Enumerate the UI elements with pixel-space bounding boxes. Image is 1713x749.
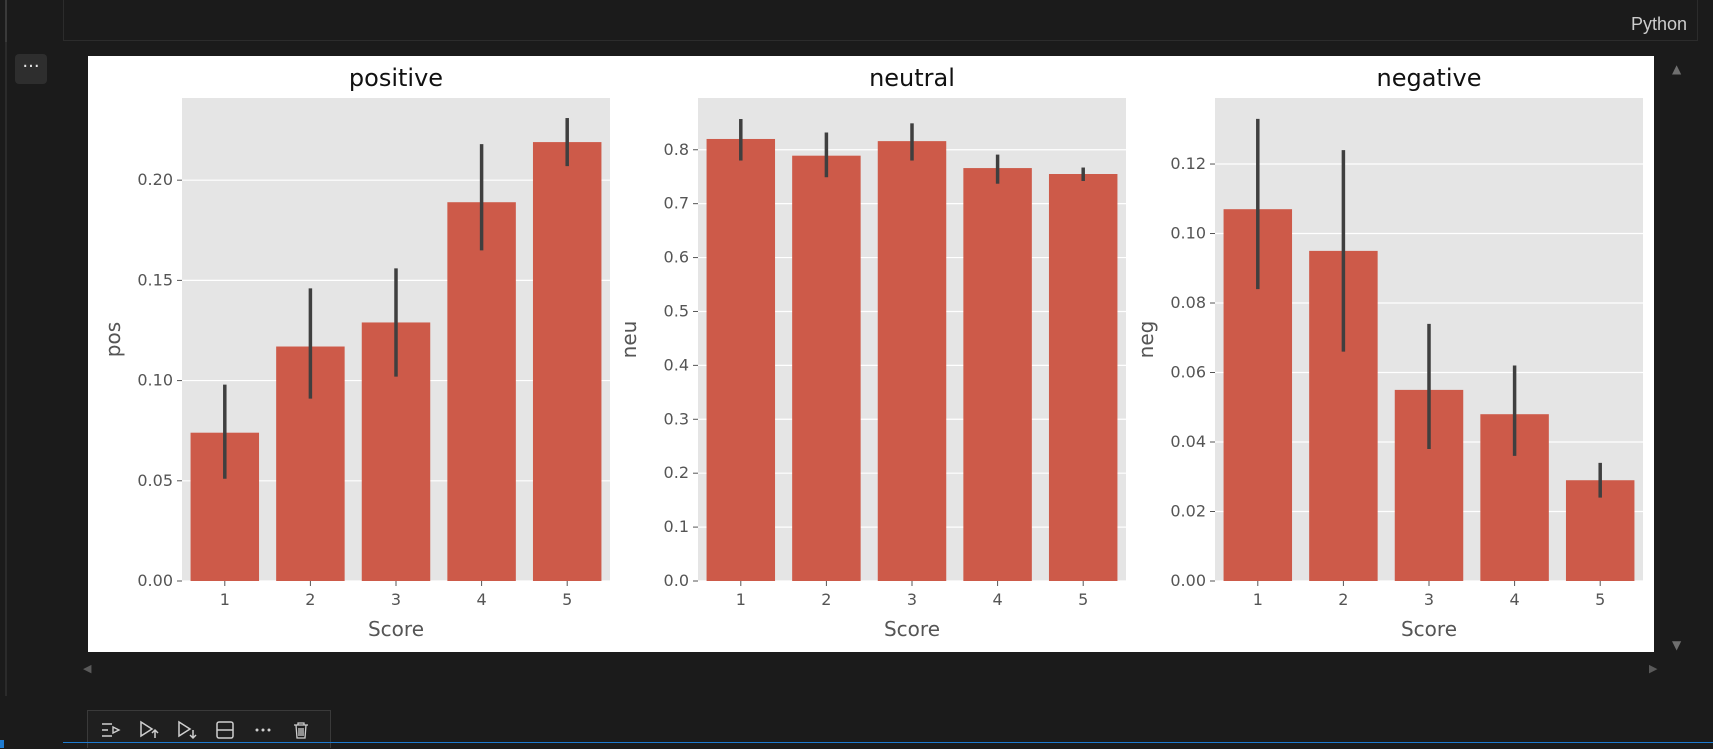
x-tick-label: 5 bbox=[1078, 590, 1088, 609]
x-tick-label: 2 bbox=[305, 590, 315, 609]
y-tick-label: 0.2 bbox=[664, 463, 689, 482]
y-axis-label: neu bbox=[617, 321, 641, 359]
run-by-line-button[interactable] bbox=[94, 715, 128, 745]
chart-figure: 0.000.050.100.150.201 2 3 4 5positiveScorepo… bbox=[101, 64, 1643, 641]
x-axis-label: Score bbox=[884, 617, 940, 641]
bar bbox=[963, 168, 1032, 581]
more-actions-icon bbox=[255, 728, 271, 731]
next-cell-focus-border[interactable] bbox=[63, 742, 1713, 749]
bar bbox=[877, 141, 947, 581]
x-tick-label: 1 bbox=[1253, 590, 1263, 609]
x-tick-label: 4 bbox=[993, 590, 1003, 609]
x-axis-label: Score bbox=[368, 617, 424, 641]
cell-toolbar bbox=[87, 710, 331, 748]
y-tick-label: 0.3 bbox=[664, 409, 689, 428]
y-tick-label: 0.10 bbox=[1170, 224, 1206, 243]
execute-below-icon bbox=[178, 720, 197, 739]
bar bbox=[792, 155, 861, 581]
y-tick-label: 0.7 bbox=[664, 194, 689, 213]
x-tick-label: 3 bbox=[907, 590, 917, 609]
cell-gutter bbox=[5, 0, 7, 696]
scroll-down-arrow-icon[interactable]: ▼ bbox=[1672, 638, 1682, 652]
bar bbox=[532, 142, 602, 581]
y-tick-label: 0.1 bbox=[664, 517, 689, 536]
chart-title: negative bbox=[1377, 64, 1482, 92]
scroll-left-arrow-icon[interactable]: ◀ bbox=[83, 662, 92, 675]
y-tick-label: 0.02 bbox=[1170, 502, 1206, 521]
y-tick-label: 0.04 bbox=[1170, 432, 1206, 451]
y-axis-label: pos bbox=[101, 322, 125, 357]
execute-below-button[interactable] bbox=[170, 715, 204, 745]
x-tick-label: 2 bbox=[1338, 590, 1348, 609]
x-tick-label: 3 bbox=[1424, 590, 1434, 609]
split-cell-icon bbox=[216, 720, 234, 739]
y-tick-label: 0.10 bbox=[137, 371, 173, 390]
cell-language-label[interactable]: Python bbox=[1630, 14, 1687, 34]
y-tick-label: 0.00 bbox=[137, 571, 173, 590]
bar bbox=[447, 202, 516, 582]
y-tick-label: 0.08 bbox=[1170, 293, 1206, 312]
y-tick-label: 0.5 bbox=[664, 301, 689, 320]
y-tick-label: 0.6 bbox=[664, 248, 689, 267]
cell-gutter-active bbox=[5, 0, 7, 42]
y-tick-label: 0.15 bbox=[137, 270, 173, 289]
execute-above-icon bbox=[140, 720, 159, 738]
chart-title: positive bbox=[349, 64, 443, 92]
cell-output-figure: 0.00 0.05 0.10 0.15 0.20 1 2 3 4 5 positive Score po… bbox=[88, 56, 1654, 652]
x-axis-label: Score bbox=[1401, 617, 1457, 641]
x-tick-label: 2 bbox=[821, 590, 831, 609]
x-tick-label: 1 bbox=[736, 590, 746, 609]
next-cell-focus-indicator bbox=[0, 740, 4, 748]
x-tick-label: 1 bbox=[220, 590, 230, 609]
y-tick-label: 0.00 bbox=[1170, 571, 1206, 590]
more-actions-button[interactable] bbox=[246, 715, 280, 745]
x-tick-label: 5 bbox=[562, 590, 572, 609]
chart-title: neutral bbox=[869, 64, 955, 92]
x-tick-label: 3 bbox=[391, 590, 401, 609]
y-tick-label: 0.4 bbox=[664, 355, 689, 374]
code-cell-editor[interactable]: Python bbox=[63, 0, 1698, 41]
y-tick-label: 0.20 bbox=[137, 170, 173, 189]
x-tick-label: 4 bbox=[1510, 590, 1520, 609]
y-axis-label: neg bbox=[1134, 321, 1158, 359]
x-tick-label: 5 bbox=[1595, 590, 1605, 609]
y-tick-label: 0.0 bbox=[664, 571, 689, 590]
y-tick-label: 0.06 bbox=[1170, 363, 1206, 382]
run-by-line-icon bbox=[102, 722, 121, 737]
scroll-up-arrow-icon[interactable]: ▲ bbox=[1672, 62, 1682, 76]
y-tick-label: 0.05 bbox=[137, 471, 173, 490]
y-tick-label: 0.8 bbox=[664, 140, 689, 159]
x-tick-label: 4 bbox=[477, 590, 487, 609]
bar bbox=[1048, 174, 1118, 581]
bar bbox=[706, 138, 776, 581]
y-tick-label: 0.12 bbox=[1170, 154, 1206, 173]
execute-above-button[interactable] bbox=[132, 715, 166, 745]
delete-cell-icon bbox=[294, 721, 308, 739]
split-cell-button[interactable] bbox=[208, 715, 242, 745]
scroll-right-arrow-icon[interactable]: ▶ bbox=[1649, 662, 1658, 675]
output-more-actions-button[interactable]: ··· bbox=[15, 54, 47, 84]
delete-cell-button[interactable] bbox=[284, 715, 318, 745]
